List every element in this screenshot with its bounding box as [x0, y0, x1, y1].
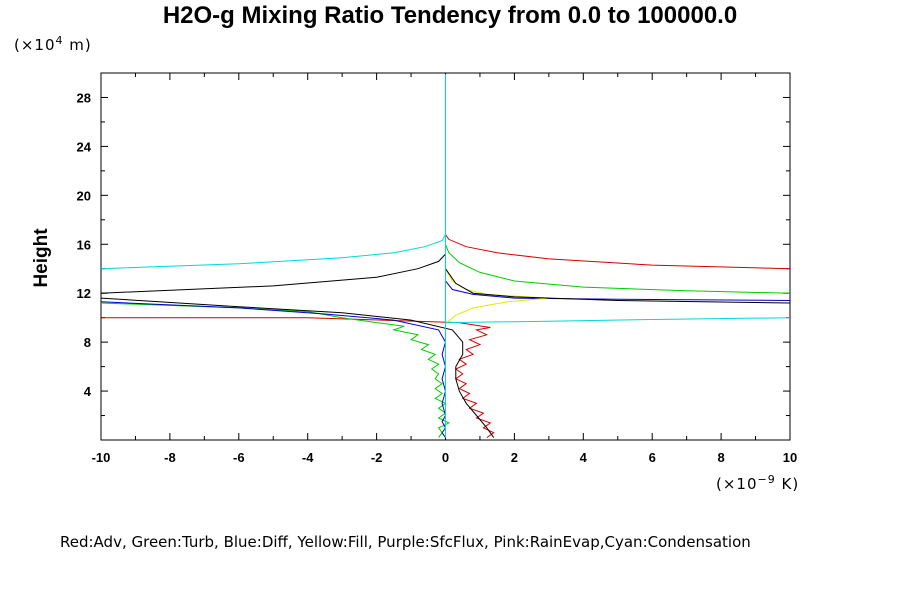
y-tick-label: 4 — [84, 384, 92, 399]
y-tick-label: 12 — [77, 286, 91, 301]
series-line-2 — [101, 302, 451, 438]
x-tick-label: 0 — [442, 450, 449, 465]
x-tick-label: 4 — [580, 450, 588, 465]
x-tick-label: -2 — [371, 450, 383, 465]
y-unit-prefix: (×10 — [14, 36, 56, 54]
x-tick-label: 6 — [649, 450, 656, 465]
x-axis-unit: (×10−9 K) — [716, 473, 799, 493]
x-tick-label: -10 — [92, 450, 111, 465]
series-line-3 — [445, 244, 790, 294]
x-unit-suffix: K) — [775, 475, 800, 493]
x-tick-label: 8 — [717, 450, 724, 465]
y-unit-suffix: m) — [63, 36, 92, 54]
x-tick-label: -4 — [302, 450, 314, 465]
x-tick-label: 2 — [511, 450, 518, 465]
series-line-7 — [101, 297, 495, 438]
y-tick-label: 28 — [77, 90, 91, 105]
x-tick-label: -6 — [233, 450, 245, 465]
series-line-11 — [101, 234, 446, 270]
y-axis-unit: (×104 m) — [14, 34, 92, 54]
y-tick-label: 20 — [77, 188, 91, 203]
x-tick-label: -8 — [164, 450, 176, 465]
x-tick-label: 10 — [783, 450, 797, 465]
series-line-9 — [101, 253, 446, 294]
series-line-0 — [101, 317, 495, 439]
series-line-1 — [445, 234, 790, 270]
series-line-4 — [101, 301, 447, 438]
y-tick-label: 8 — [84, 335, 91, 350]
series-line-12 — [445, 317, 790, 324]
y-tick-label: 24 — [77, 139, 92, 154]
chart-title: H2O-g Mixing Ratio Tendency from 0.0 to … — [162, 2, 738, 29]
x-unit-exponent: −9 — [757, 473, 776, 486]
y-tick-label: 16 — [77, 237, 91, 252]
x-unit-prefix: (×10 — [716, 475, 758, 493]
series-group — [101, 74, 790, 439]
y-unit-exponent: 4 — [55, 34, 64, 47]
legend: Red:Adv, Green:Turb, Blue:Diff, Yellow:F… — [60, 533, 751, 551]
